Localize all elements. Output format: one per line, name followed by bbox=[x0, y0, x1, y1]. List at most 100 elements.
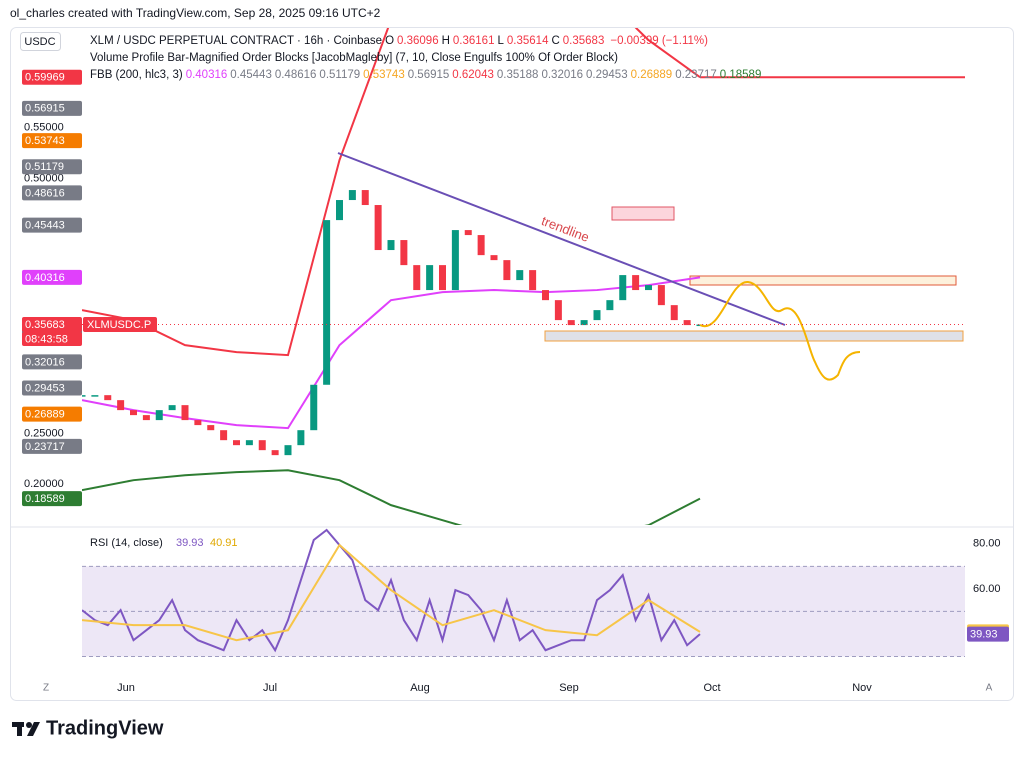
countdown-box bbox=[22, 332, 82, 347]
fbb-value: 0.18589 bbox=[719, 69, 762, 81]
candle bbox=[168, 405, 176, 411]
x-tick-label: Jun bbox=[117, 682, 135, 694]
fbb-value: 0.45443 bbox=[230, 69, 272, 81]
resistance-zone bbox=[689, 275, 957, 286]
candle bbox=[477, 235, 485, 256]
price-label-box bbox=[22, 217, 82, 233]
current-price: 0.35683 bbox=[25, 319, 65, 331]
candle bbox=[387, 240, 395, 251]
candle bbox=[464, 230, 472, 236]
candle bbox=[130, 410, 137, 416]
candle bbox=[194, 420, 202, 426]
ohlc-value: 0.36161 bbox=[452, 35, 495, 47]
fbb-value: 0.56915 bbox=[407, 69, 450, 81]
ohlc-key: L bbox=[497, 35, 504, 47]
candle bbox=[516, 270, 524, 281]
indicator: Volume Profile Bar-Magnified Order Block… bbox=[90, 52, 618, 64]
price-label-box bbox=[22, 100, 82, 116]
band-label-box bbox=[22, 269, 82, 285]
candle bbox=[554, 300, 562, 321]
candle bbox=[207, 425, 215, 431]
symbol-box bbox=[83, 317, 157, 333]
ohlc: O 0.36096 H 0.36161 L 0.35614 C 0.35683 bbox=[385, 35, 607, 47]
ohlc-value: 0.35683 bbox=[562, 35, 605, 47]
candle bbox=[336, 200, 343, 221]
brand-logo bbox=[12, 722, 40, 736]
rsi-title: RSI (14, close) bbox=[90, 537, 163, 549]
candle bbox=[683, 320, 691, 326]
candle bbox=[490, 255, 498, 261]
band-label: 0.40316 bbox=[25, 272, 65, 284]
candle bbox=[645, 285, 652, 291]
price-label: 0.56915 bbox=[25, 103, 65, 115]
x-tick-label: Jul bbox=[263, 682, 277, 694]
y-tick-label: 0.55000 bbox=[24, 122, 64, 134]
current-price-box bbox=[22, 317, 82, 333]
countdown: 08:43:58 bbox=[25, 333, 68, 345]
rsi-plot bbox=[82, 528, 965, 657]
panel bbox=[10, 27, 1014, 701]
fbb-value: 0.26889 bbox=[630, 69, 673, 81]
ohlc-key: O bbox=[385, 35, 395, 47]
fbb-value: 0.35188 bbox=[496, 69, 539, 81]
rsi-value: 39.93 bbox=[176, 537, 204, 549]
candle bbox=[439, 265, 446, 291]
candle bbox=[297, 430, 305, 446]
price-label-box bbox=[22, 133, 82, 149]
candle bbox=[245, 440, 253, 446]
candle bbox=[155, 410, 163, 421]
band-line bbox=[82, 469, 701, 525]
currency-box bbox=[20, 32, 61, 51]
corner-label: A bbox=[986, 683, 993, 694]
candle bbox=[348, 190, 356, 201]
candle bbox=[567, 320, 575, 326]
price-label-box bbox=[22, 380, 82, 396]
rsi-label-box bbox=[967, 626, 1009, 642]
band-label-box bbox=[22, 69, 82, 85]
price-label-box bbox=[22, 406, 82, 422]
currency: USDC bbox=[24, 36, 55, 48]
y-tick-label: 0.25000 bbox=[24, 427, 64, 439]
candle bbox=[670, 305, 678, 321]
candle bbox=[233, 440, 240, 446]
price-label: 0.32016 bbox=[25, 356, 65, 368]
candle bbox=[142, 415, 150, 421]
candle bbox=[593, 310, 601, 321]
legend: XLM / USDC PERPETUAL CONTRACT · 16h · Co… bbox=[90, 33, 764, 84]
band-label-box bbox=[22, 491, 82, 507]
band-label: 0.18589 bbox=[25, 493, 65, 505]
brand: TradingView bbox=[46, 717, 164, 739]
ohlc-value: 0.36096 bbox=[397, 35, 439, 47]
candle bbox=[284, 445, 292, 456]
fbb-value: 0.53743 bbox=[363, 69, 405, 81]
candle bbox=[258, 440, 266, 451]
price-plot: trendline bbox=[82, 28, 965, 525]
x-tick-label: Aug bbox=[410, 682, 430, 694]
candle bbox=[426, 265, 434, 291]
symbol: XLM / USDC PERPETUAL CONTRACT · 16h · Co… bbox=[90, 35, 383, 47]
candle bbox=[413, 265, 421, 291]
ohlc-key: H bbox=[441, 35, 450, 47]
price-label-box bbox=[22, 354, 82, 370]
candle bbox=[619, 275, 627, 301]
header: ol_charles created with TradingView.com,… bbox=[10, 6, 381, 20]
fbb-value: 0.51179 bbox=[319, 69, 361, 81]
price-label-box bbox=[22, 185, 82, 201]
price-label: 0.51179 bbox=[25, 161, 64, 173]
price-label: 0.29453 bbox=[25, 382, 65, 394]
rsi-tick-label: 60.00 bbox=[973, 583, 1001, 595]
price-label-box bbox=[22, 159, 82, 175]
fbb-value: 0.23717 bbox=[675, 69, 717, 81]
fbb-value: 0.62043 bbox=[452, 69, 494, 81]
rsi-label: 39.93 bbox=[970, 629, 998, 641]
price-label: 0.53743 bbox=[25, 135, 65, 147]
candle bbox=[529, 270, 537, 291]
candle bbox=[542, 290, 549, 301]
price-label: 0.45443 bbox=[25, 220, 65, 232]
y-tick-label: 0.50000 bbox=[24, 173, 64, 185]
legend-line: XLM / USDC PERPETUAL CONTRACT · 16h · Co… bbox=[90, 33, 764, 50]
rsi-line bbox=[82, 543, 701, 642]
price-label: 0.26889 bbox=[25, 409, 65, 421]
